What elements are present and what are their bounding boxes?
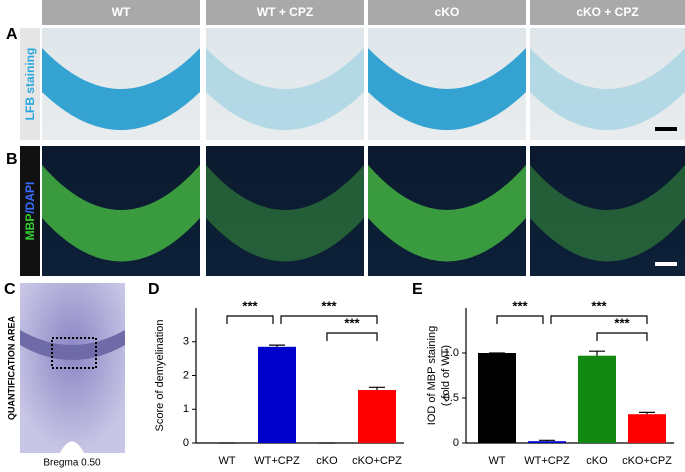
row-label: MBP/DAPI xyxy=(23,182,37,241)
column-header: WT xyxy=(112,5,131,19)
lfb-band xyxy=(206,48,364,130)
column-header: cKO + CPZ xyxy=(576,5,638,19)
row-label-part: MBP xyxy=(23,214,37,241)
micrographs xyxy=(42,0,685,276)
y-tick-label: 0 xyxy=(453,437,459,449)
ventricle xyxy=(60,441,84,453)
bar xyxy=(578,355,616,443)
y-axis-label: (-fold of WT) xyxy=(440,345,452,406)
row-label-part: /DAPI xyxy=(23,182,37,214)
lfb-band xyxy=(368,48,526,130)
bar xyxy=(628,414,666,443)
panel-label: C xyxy=(4,281,16,298)
mbp-band xyxy=(206,165,364,262)
y-tick-label: 0.5 xyxy=(444,392,459,404)
significance-bracket xyxy=(550,315,648,324)
bar xyxy=(358,390,396,443)
error-bar xyxy=(639,411,655,415)
y-tick-label: 0 xyxy=(183,437,189,449)
significance-label: *** xyxy=(242,298,258,313)
y-axis-label: Score of demyelination xyxy=(154,320,166,432)
significance-bracket xyxy=(326,332,378,341)
significance-label: *** xyxy=(344,315,360,330)
x-tick-label: WT xyxy=(488,455,505,467)
x-tick-label: cKO+CPZ xyxy=(622,455,672,467)
scale-bar xyxy=(655,127,677,131)
scale-bar xyxy=(655,262,677,266)
row-label: LFB staining xyxy=(23,48,37,121)
mbp-band xyxy=(368,165,526,262)
column-header-bg xyxy=(206,0,364,25)
column-header-bg xyxy=(42,0,200,25)
error-bar xyxy=(369,386,385,391)
x-tick-label: WT xyxy=(218,455,235,467)
column-header: cKO xyxy=(435,5,460,19)
error-bar xyxy=(589,350,605,356)
bar xyxy=(258,346,296,443)
column-header-bg xyxy=(530,0,685,25)
significance-bracket xyxy=(226,315,274,324)
y-tick-label: 1 xyxy=(183,403,189,415)
significance-bracket xyxy=(496,315,544,324)
lfb-band xyxy=(530,48,685,130)
error-bar xyxy=(269,344,285,347)
column-header: WT + CPZ xyxy=(257,5,313,19)
quantification-box xyxy=(51,337,97,369)
bar xyxy=(528,441,566,443)
row-label-bg xyxy=(20,146,40,276)
lfb-band xyxy=(42,48,200,130)
significance-bracket xyxy=(596,332,648,341)
significance-bracket xyxy=(280,315,378,324)
panel-label: E xyxy=(412,281,423,298)
panel-label: D xyxy=(148,281,160,298)
y-axis-label: IOD of MBP staining xyxy=(426,326,438,425)
panel-label: B xyxy=(6,151,18,168)
panel-label: A xyxy=(6,26,18,43)
error-bar xyxy=(539,439,555,442)
x-tick-label: WT+CPZ xyxy=(524,455,570,467)
y-tick-label: 3 xyxy=(183,336,189,348)
significance-label: *** xyxy=(591,298,607,313)
x-tick-label: cKO+CPZ xyxy=(352,455,402,467)
x-tick-label: cKO xyxy=(586,455,608,467)
y-tick-label: 1.0 xyxy=(444,347,459,359)
significance-label: *** xyxy=(614,315,630,330)
mbp-band xyxy=(530,165,685,262)
panel-c-label: QUANTIFICATION AREA xyxy=(6,316,16,420)
significance-label: *** xyxy=(512,298,528,313)
panel-c-caption: Bregma 0.50 xyxy=(43,458,101,469)
x-tick-label: WT+CPZ xyxy=(254,455,300,467)
y-tick-label: 2 xyxy=(183,369,189,381)
row-label-bg xyxy=(20,28,40,140)
significance-label: *** xyxy=(321,298,337,313)
x-tick-label: cKO xyxy=(316,455,338,467)
column-header-bg xyxy=(368,0,526,25)
tissue-band xyxy=(20,330,125,360)
mbp-band xyxy=(42,165,200,262)
bar xyxy=(478,353,516,443)
